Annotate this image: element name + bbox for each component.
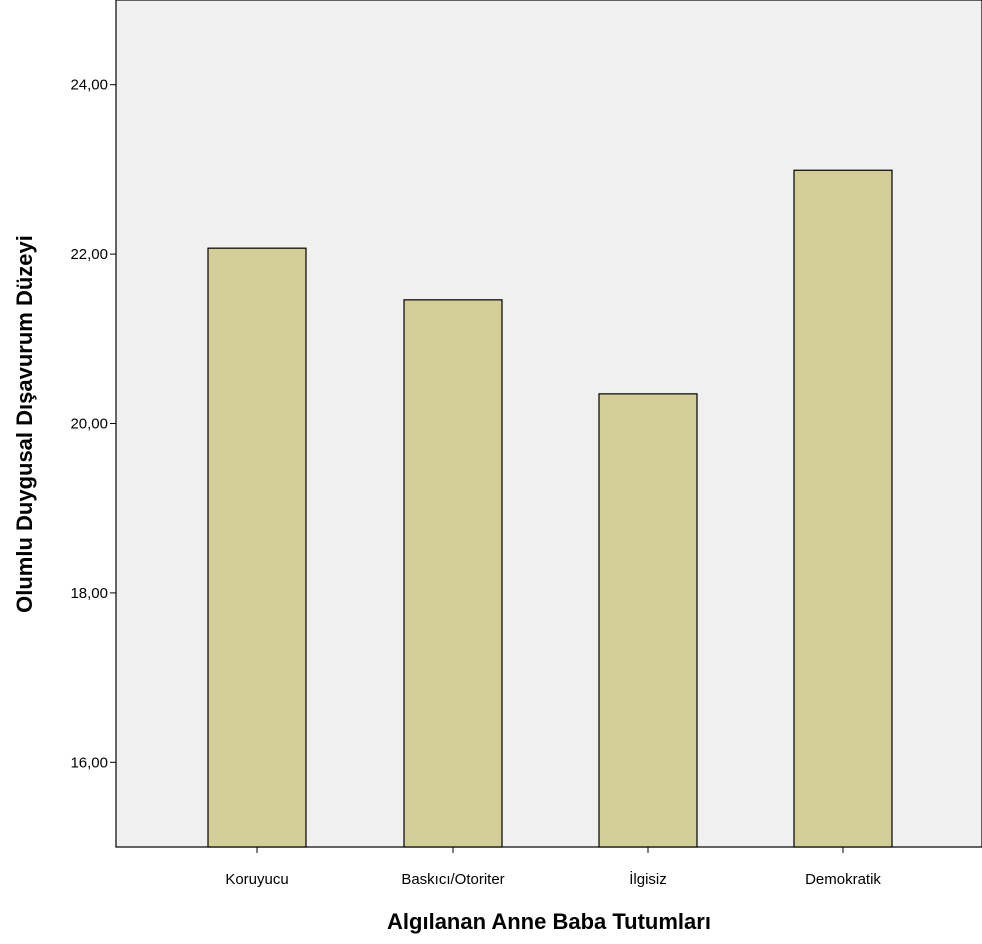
x-axis-ticks: Koruyucu Baskıcı/Otoriter İlgisiz Demokrati… — [225, 847, 881, 888]
bar-3 — [598, 393, 698, 848]
y-tick-label: 20,00 — [70, 416, 108, 433]
bar-2 — [403, 299, 503, 848]
x-tick-label: Baskıcı/Otoriter — [401, 871, 504, 888]
x-axis-title: Algılanan Anne Baba Tutumları — [387, 909, 711, 934]
x-tick-label: Koruyucu — [225, 871, 288, 888]
bar-1 — [207, 247, 307, 848]
bar-4 — [793, 169, 893, 848]
bars-group — [207, 169, 893, 848]
y-tick-label: 18,00 — [70, 585, 108, 602]
y-tick-label: 16,00 — [70, 754, 108, 771]
y-tick-label: 22,00 — [70, 246, 108, 263]
y-axis-title: Olumlu Duygusal Dışavurum Düzeyi — [12, 235, 37, 613]
x-tick-label: İlgisiz — [629, 870, 667, 888]
x-tick-label: Demokratik — [805, 871, 881, 888]
y-axis-ticks: 16,00 18,00 20,00 22,00 24,00 — [70, 77, 116, 771]
y-tick-label: 24,00 — [70, 77, 108, 94]
